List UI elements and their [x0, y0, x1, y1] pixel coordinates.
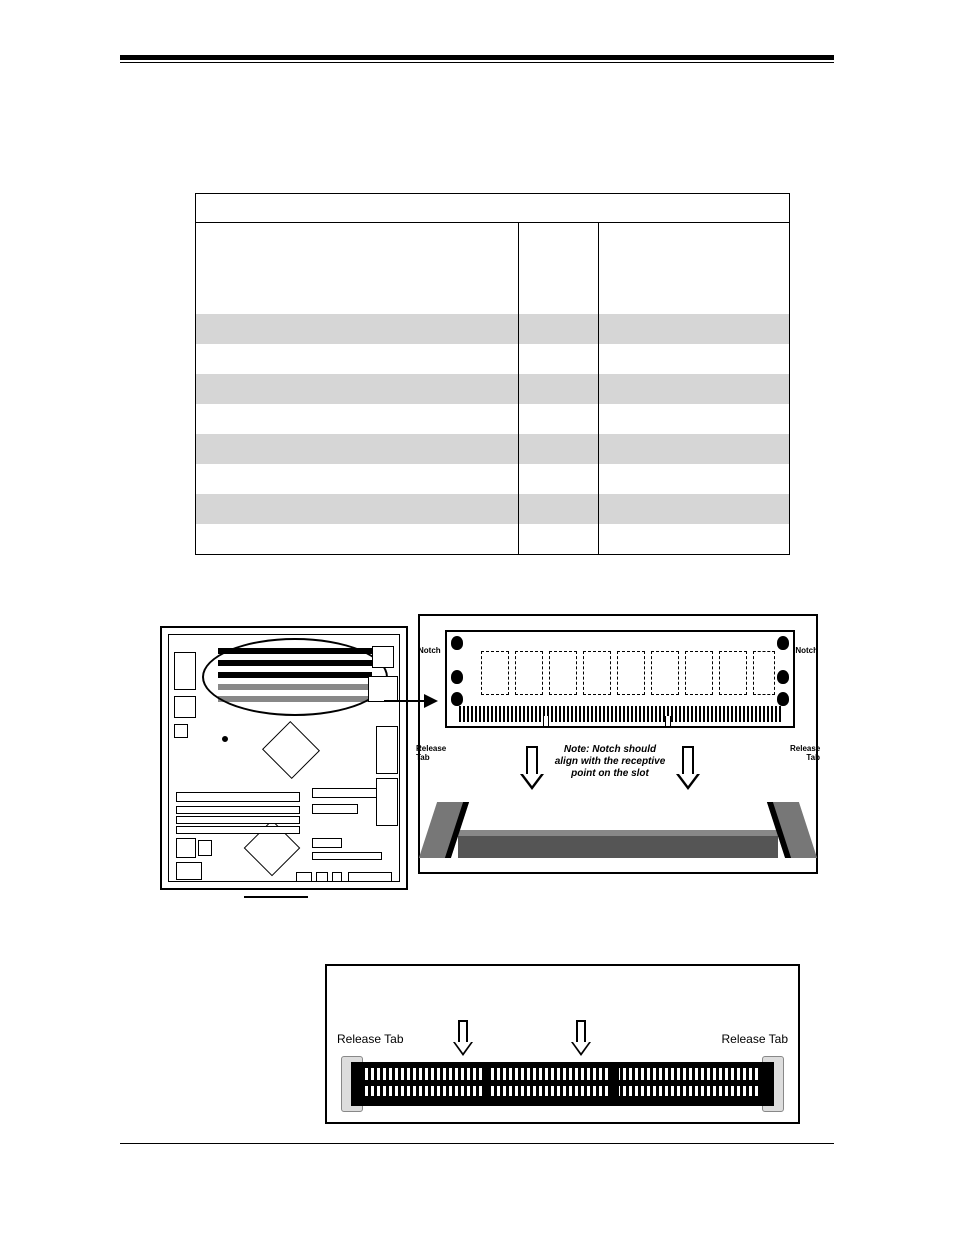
- slot-closeup-panel: Release Tab Release Tab: [325, 964, 800, 1124]
- callout-oval: [202, 638, 388, 716]
- release-tab-label-right: Release Tab: [722, 1032, 789, 1046]
- table: [196, 194, 789, 554]
- table-row: [196, 464, 789, 494]
- figure-label-underline: [244, 896, 308, 898]
- release-label-left: Release Tab: [416, 744, 446, 762]
- notch-label-left: Notch: [418, 646, 441, 655]
- table-header-row: [196, 194, 789, 222]
- down-arrow-icon: [571, 1020, 591, 1058]
- down-arrow-icon: [453, 1020, 473, 1058]
- footer-rule: [120, 1143, 834, 1144]
- table-row: [196, 494, 789, 524]
- note-text: Note: Notch should align with the recept…: [554, 744, 666, 780]
- release-tab-label-left: Release Tab: [337, 1032, 404, 1046]
- table-row: [196, 344, 789, 374]
- table-row: [196, 434, 789, 464]
- dimm-pins: [459, 706, 781, 722]
- slot-body: [351, 1062, 774, 1106]
- release-label-right: Release Tab: [790, 744, 820, 762]
- motherboard-diagram: [160, 626, 408, 890]
- table-row: [196, 404, 789, 434]
- table-row: [196, 284, 789, 314]
- table-row: [196, 524, 789, 554]
- down-arrow-icon: [520, 746, 544, 792]
- page-content: [120, 55, 834, 555]
- top-rule-thin: [120, 62, 834, 63]
- dimm-insertion-panel: Notch Notch Release Tab Release Tab Note…: [418, 614, 818, 874]
- table-row: [196, 374, 789, 404]
- down-arrow-icon: [676, 746, 700, 792]
- dimm-module: [445, 630, 795, 728]
- table-subheader-row: [196, 222, 789, 284]
- table-row: [196, 314, 789, 344]
- figure-dimm-install: Notch Notch Release Tab Release Tab Note…: [160, 614, 840, 904]
- top-rule-thick: [120, 55, 834, 60]
- notch-label-right: Notch: [795, 646, 818, 655]
- memory-table: [195, 193, 790, 555]
- dimm-slot: [428, 814, 808, 866]
